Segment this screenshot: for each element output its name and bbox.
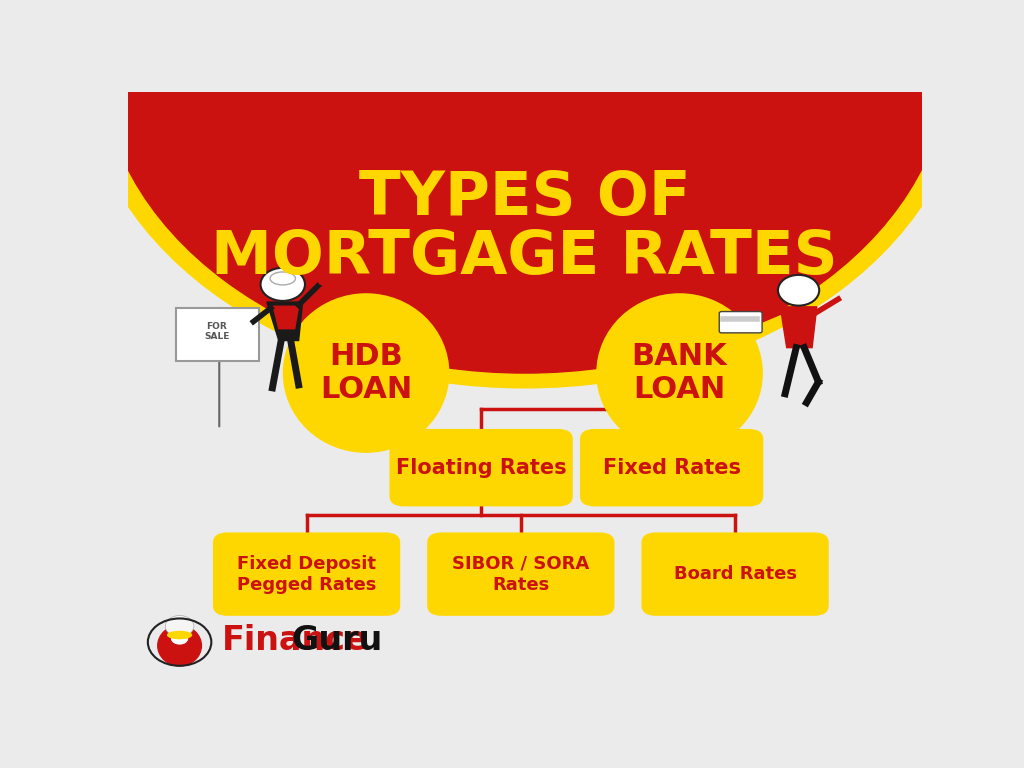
Circle shape [778, 275, 819, 306]
Text: Finance: Finance [221, 624, 369, 657]
Polygon shape [780, 307, 817, 348]
Text: FOR
SALE: FOR SALE [204, 322, 229, 341]
Circle shape [80, 0, 969, 388]
Text: TYPES OF: TYPES OF [359, 169, 690, 228]
FancyBboxPatch shape [427, 532, 614, 616]
FancyBboxPatch shape [389, 429, 572, 506]
FancyBboxPatch shape [580, 429, 763, 506]
FancyBboxPatch shape [641, 532, 828, 616]
Ellipse shape [168, 631, 191, 638]
Text: MORTGAGE RATES: MORTGAGE RATES [212, 228, 838, 287]
FancyBboxPatch shape [719, 312, 762, 333]
Ellipse shape [596, 293, 763, 453]
Circle shape [165, 615, 194, 637]
Ellipse shape [172, 634, 187, 644]
Ellipse shape [283, 293, 450, 453]
FancyBboxPatch shape [176, 308, 259, 361]
Ellipse shape [158, 626, 202, 666]
Text: Floating Rates: Floating Rates [396, 458, 566, 478]
Text: HDB
LOAN: HDB LOAN [319, 342, 413, 405]
Text: SIBOR / SORA
Rates: SIBOR / SORA Rates [453, 554, 590, 594]
FancyBboxPatch shape [213, 532, 400, 616]
Polygon shape [267, 302, 303, 340]
Text: Board Rates: Board Rates [674, 565, 797, 583]
Polygon shape [273, 306, 299, 329]
Circle shape [100, 0, 949, 373]
Text: Fixed Rates: Fixed Rates [602, 458, 740, 478]
Text: Fixed Deposit
Pegged Rates: Fixed Deposit Pegged Rates [237, 554, 376, 594]
Ellipse shape [270, 272, 296, 285]
Circle shape [260, 268, 305, 301]
Text: Guru: Guru [292, 624, 383, 657]
Text: BANK
LOAN: BANK LOAN [632, 342, 727, 405]
